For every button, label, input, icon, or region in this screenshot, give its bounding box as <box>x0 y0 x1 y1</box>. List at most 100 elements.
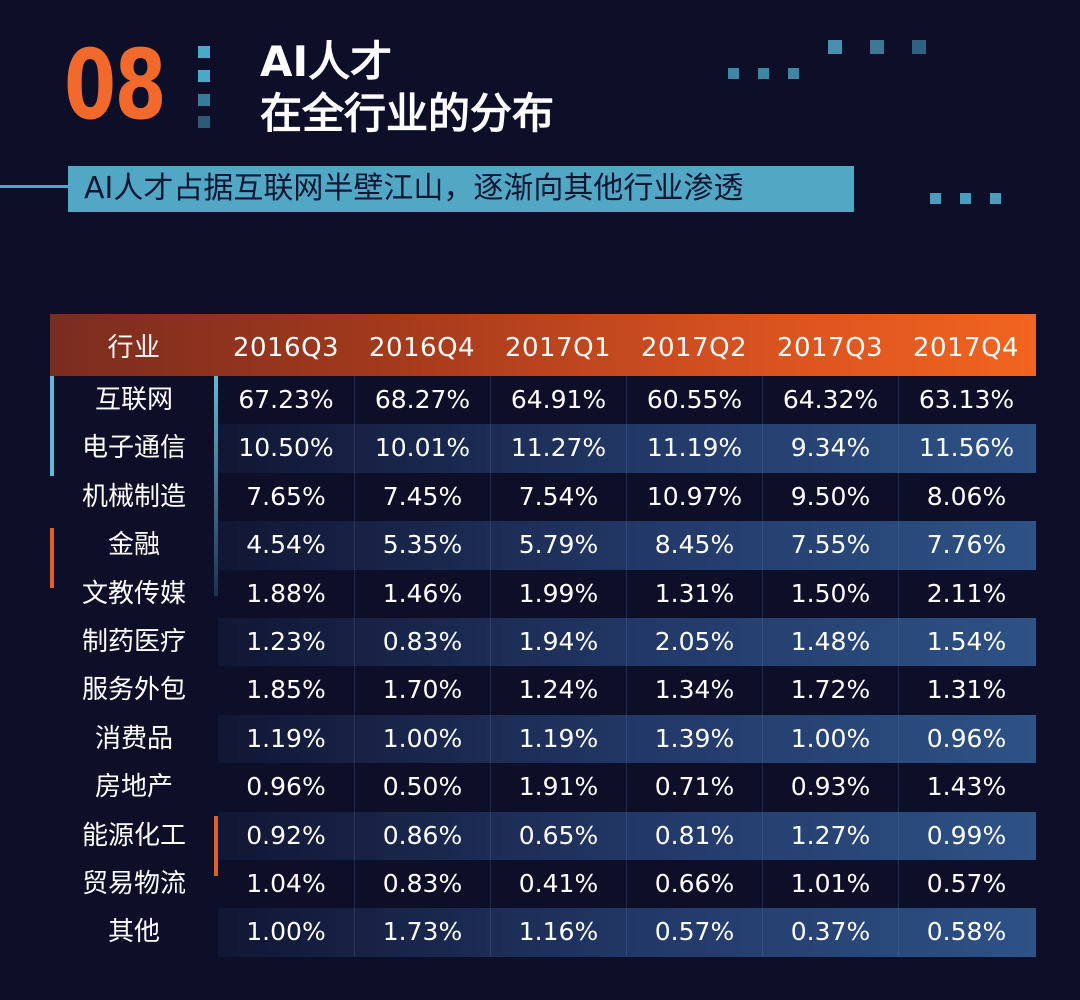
value-cell: 9.34% <box>762 424 898 473</box>
industry-label: 电子通信 <box>81 433 186 464</box>
decor-square <box>788 68 799 79</box>
value-cell: 8.06% <box>898 472 1034 522</box>
value-cell: 1.31% <box>626 569 762 618</box>
table-row: 贸易物流 1.04% 0.83% 0.41% 0.66% 1.01% 0.57% <box>50 859 1036 909</box>
industry-label: 制药医疗 <box>81 626 186 657</box>
row-values: 67.23% 68.27% 64.91% 60.55% 64.32% 63.13% <box>218 376 1036 425</box>
left-accent-blue <box>50 376 54 476</box>
value-cell: 0.57% <box>626 908 762 957</box>
value-cell: 1.31% <box>898 666 1034 715</box>
divider-dot <box>198 46 210 58</box>
value-cell: 1.46% <box>354 569 490 618</box>
decor-square <box>930 193 941 204</box>
value-cell: 0.83% <box>354 859 490 909</box>
value-cell: 0.50% <box>354 763 490 812</box>
title-line-2: 在全行业的分布 <box>260 89 555 138</box>
title-line-1: AI人才 <box>260 37 393 86</box>
value-cell: 1.16% <box>490 908 626 957</box>
industry-label: 机械制造 <box>81 481 186 512</box>
page-title: AI人才 在全行业的分布 <box>260 36 554 140</box>
table-row: 服务外包 1.85% 1.70% 1.24% 1.34% 1.72% 1.31% <box>50 666 1036 715</box>
value-cell: 0.41% <box>490 859 626 909</box>
value-cell: 0.37% <box>762 908 898 957</box>
value-cell: 10.97% <box>626 472 762 522</box>
decor-square <box>870 40 884 54</box>
row-values: 7.65% 7.45% 7.54% 10.97% 9.50% 8.06% <box>218 472 1036 522</box>
value-cell: 1.00% <box>246 917 326 947</box>
table-body: 互联网 67.23% 68.27% 64.91% 60.55% 64.32% 63.13% 电… <box>50 376 1036 957</box>
value-cell: 5.35% <box>354 521 490 570</box>
table-row: 房地产 0.96% 0.50% 1.91% 0.71% 0.93% 1.43% <box>50 763 1036 812</box>
value-cell: 1.48% <box>762 617 898 667</box>
value-cell: 7.65% <box>246 481 326 511</box>
value-cell: 4.54% <box>246 530 326 560</box>
value-cell: 0.66% <box>626 859 762 909</box>
value-cell: 68.27% <box>354 376 490 425</box>
value-cell: 10.50% <box>238 433 334 463</box>
value-cell: 8.45% <box>626 521 762 570</box>
value-cell: 2.05% <box>626 617 762 667</box>
value-cell: 1.54% <box>898 617 1034 667</box>
left-accent-bar <box>50 376 54 956</box>
value-cell: 11.56% <box>898 424 1034 473</box>
value-cell: 0.71% <box>626 763 762 812</box>
table-row: 能源化工 0.92% 0.86% 0.65% 0.81% 1.27% 0.99% <box>50 811 1036 860</box>
value-cell: 0.92% <box>246 820 326 850</box>
value-cell: 0.58% <box>898 908 1034 957</box>
value-cell: 0.99% <box>898 811 1034 860</box>
industry-label: 服务外包 <box>81 675 186 706</box>
industry-label: 文教传媒 <box>81 578 186 609</box>
value-cell: 1.19% <box>490 714 626 764</box>
header-quarter: 2017Q2 <box>640 333 748 363</box>
value-cell: 0.83% <box>354 617 490 667</box>
value-cell: 0.81% <box>626 811 762 860</box>
row-values: 1.85% 1.70% 1.24% 1.34% 1.72% 1.31% <box>218 666 1036 715</box>
row-values: 0.96% 0.50% 1.91% 0.71% 0.93% 1.43% <box>218 763 1036 812</box>
header-quarter: 2017Q4 <box>912 333 1020 363</box>
separator-blue <box>214 376 218 596</box>
header-quarter: 2017Q1 <box>504 333 612 363</box>
table-row: 消费品 1.19% 1.00% 1.19% 1.39% 1.00% 0.96% <box>50 714 1036 764</box>
value-cell: 1.91% <box>490 763 626 812</box>
row-values: 10.50% 10.01% 11.27% 11.19% 9.34% 11.56% <box>218 424 1036 473</box>
industry-label: 互联网 <box>94 385 173 415</box>
value-cell: 1.72% <box>762 666 898 715</box>
section-number: 08 <box>64 29 167 141</box>
value-cell: 0.96% <box>246 772 326 802</box>
table-row: 电子通信 10.50% 10.01% 11.27% 11.19% 9.34% 11.56% <box>50 424 1036 473</box>
table-header-row: 行业 2016Q3 2016Q4 2017Q1 2017Q2 2017Q3 2017Q4 <box>50 314 1036 376</box>
row-values: 1.88% 1.46% 1.99% 1.31% 1.50% 2.11% <box>218 569 1036 618</box>
decor-square <box>912 40 926 54</box>
row-values: 1.00% 1.73% 1.16% 0.57% 0.37% 0.58% <box>218 908 1036 957</box>
decor-square <box>990 193 1001 204</box>
row-values: 1.23% 0.83% 1.94% 2.05% 1.48% 1.54% <box>218 617 1036 667</box>
value-cell: 9.50% <box>762 472 898 522</box>
value-cell: 1.19% <box>246 723 326 753</box>
decor-square <box>960 193 971 204</box>
value-cell: 11.27% <box>490 424 626 473</box>
divider-dot <box>198 116 210 128</box>
divider-dot <box>198 94 210 106</box>
value-cell: 1.88% <box>246 578 326 608</box>
value-cell: 7.76% <box>898 521 1034 570</box>
table-row: 其他 1.00% 1.73% 1.16% 0.57% 0.37% 0.58% <box>50 908 1036 957</box>
value-cell: 0.96% <box>898 714 1034 764</box>
header-industry: 行业 <box>107 333 161 363</box>
subtitle-banner: AI人才占据互联网半壁江山，逐渐向其他行业渗透 <box>68 166 854 212</box>
value-cell: 7.54% <box>490 472 626 522</box>
value-cell: 1.39% <box>626 714 762 764</box>
row-values: 0.92% 0.86% 0.65% 0.81% 1.27% 0.99% <box>218 811 1036 860</box>
value-cell: 0.86% <box>354 811 490 860</box>
value-cell: 1.00% <box>762 714 898 764</box>
header-quarter: 2017Q3 <box>776 333 884 363</box>
value-cell: 0.93% <box>762 763 898 812</box>
table-row: 机械制造 7.65% 7.45% 7.54% 10.97% 9.50% 8.06% <box>50 472 1036 522</box>
industry-label: 房地产 <box>94 772 173 803</box>
title-divider-dots <box>198 44 212 128</box>
header-quarter: 2016Q4 <box>368 333 476 363</box>
value-cell: 1.99% <box>490 569 626 618</box>
value-cell: 1.04% <box>246 868 326 898</box>
value-cell: 1.50% <box>762 569 898 618</box>
decor-square <box>728 68 739 79</box>
